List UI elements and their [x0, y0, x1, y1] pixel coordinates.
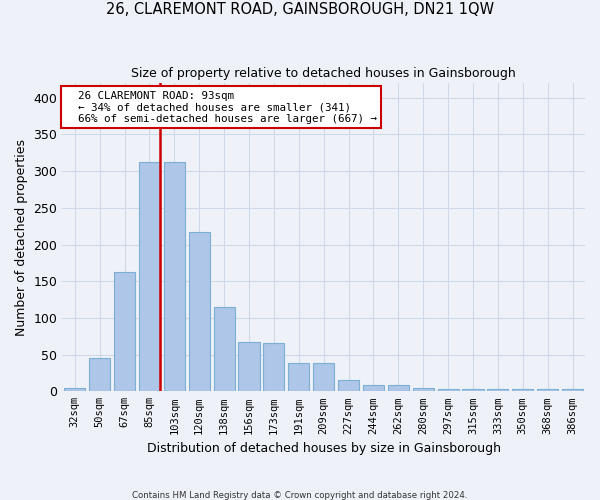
Text: 26 CLAREMONT ROAD: 93sqm
  ← 34% of detached houses are smaller (341)
  66% of s: 26 CLAREMONT ROAD: 93sqm ← 34% of detach…: [65, 91, 377, 124]
Bar: [537, 389, 558, 392]
Bar: [89, 358, 110, 392]
Bar: [463, 389, 484, 392]
Bar: [164, 162, 185, 392]
Bar: [363, 386, 384, 392]
Text: Contains HM Land Registry data © Crown copyright and database right 2024.: Contains HM Land Registry data © Crown c…: [132, 490, 468, 500]
Text: 26, CLAREMONT ROAD, GAINSBOROUGH, DN21 1QW: 26, CLAREMONT ROAD, GAINSBOROUGH, DN21 1…: [106, 2, 494, 18]
Title: Size of property relative to detached houses in Gainsborough: Size of property relative to detached ho…: [131, 68, 516, 80]
Bar: [413, 388, 434, 392]
Bar: [214, 307, 235, 392]
Bar: [288, 364, 310, 392]
Bar: [188, 232, 210, 392]
X-axis label: Distribution of detached houses by size in Gainsborough: Distribution of detached houses by size …: [146, 442, 500, 455]
Bar: [313, 364, 334, 392]
Bar: [487, 389, 508, 392]
Bar: [388, 386, 409, 392]
Bar: [437, 389, 458, 392]
Bar: [114, 272, 135, 392]
Bar: [238, 342, 260, 392]
Bar: [139, 162, 160, 392]
Bar: [512, 389, 533, 392]
Bar: [263, 343, 284, 392]
Bar: [562, 389, 583, 392]
Bar: [64, 388, 85, 392]
Y-axis label: Number of detached properties: Number of detached properties: [15, 138, 28, 336]
Bar: [338, 380, 359, 392]
